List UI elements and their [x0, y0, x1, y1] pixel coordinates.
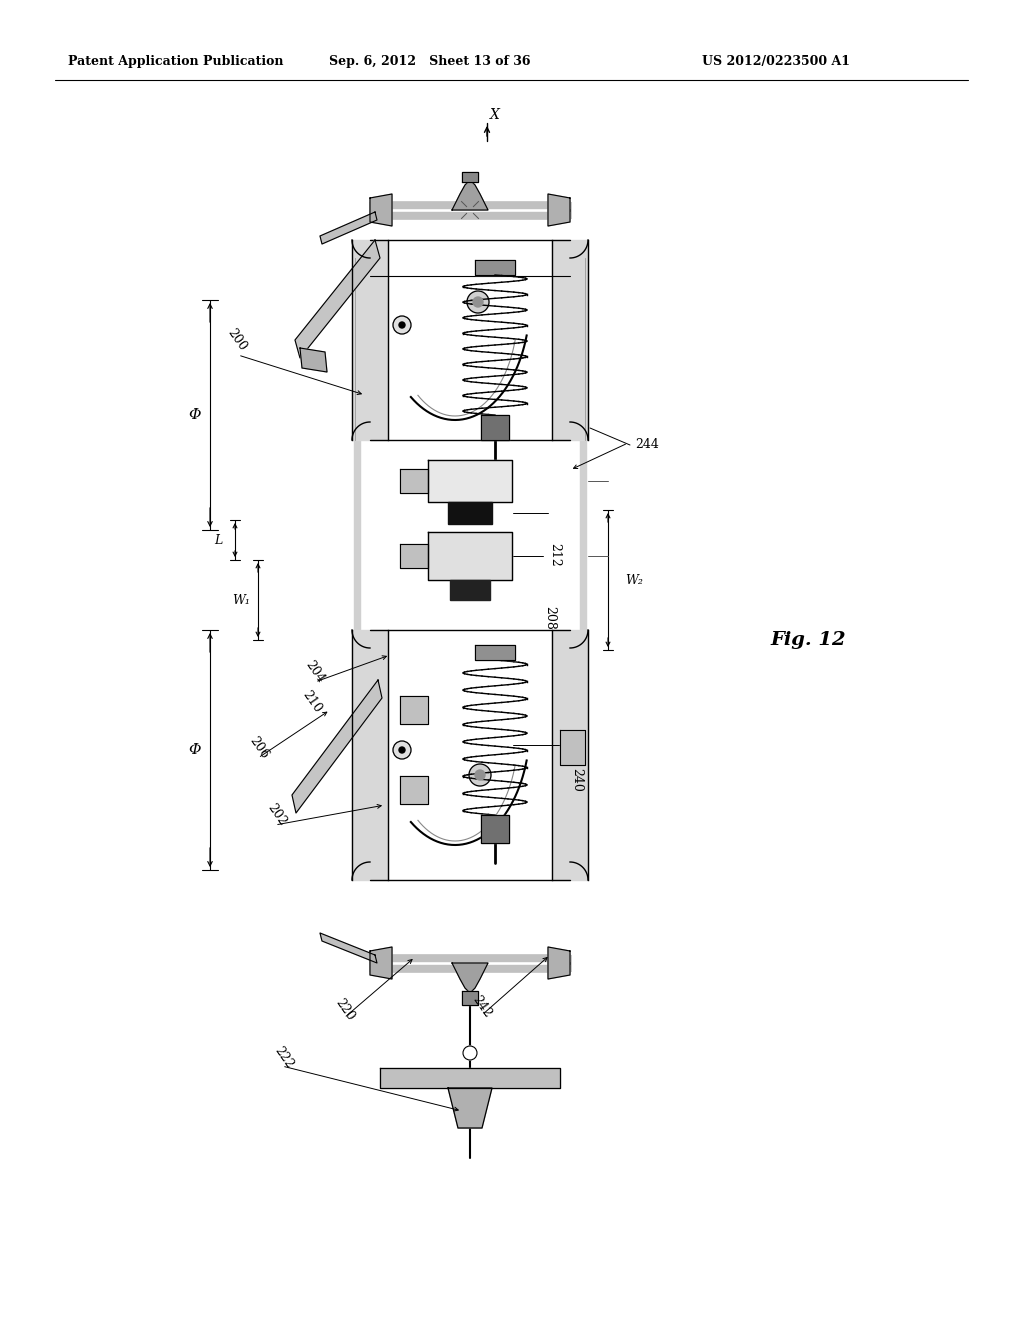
Polygon shape: [462, 991, 478, 1005]
Circle shape: [475, 770, 485, 780]
Text: 240: 240: [570, 768, 583, 792]
Polygon shape: [370, 213, 570, 218]
Polygon shape: [450, 579, 490, 601]
Polygon shape: [300, 348, 327, 372]
Text: 204: 204: [303, 659, 328, 685]
Polygon shape: [481, 814, 509, 843]
Text: 200: 200: [225, 326, 249, 354]
Text: Sep. 6, 2012   Sheet 13 of 36: Sep. 6, 2012 Sheet 13 of 36: [330, 55, 530, 69]
Polygon shape: [481, 414, 509, 440]
Polygon shape: [428, 532, 512, 579]
Text: Fig. 12: Fig. 12: [770, 631, 846, 649]
Text: W₂: W₂: [625, 573, 643, 586]
Polygon shape: [370, 946, 392, 979]
Circle shape: [467, 290, 489, 313]
Circle shape: [473, 297, 483, 308]
Text: 206: 206: [247, 734, 271, 762]
Text: 210: 210: [300, 689, 325, 715]
Polygon shape: [319, 933, 377, 964]
Circle shape: [393, 315, 411, 334]
Text: 212: 212: [548, 543, 561, 566]
Circle shape: [399, 322, 406, 327]
Text: 202: 202: [265, 801, 289, 829]
Text: 244: 244: [635, 438, 658, 451]
Polygon shape: [380, 1068, 560, 1088]
Polygon shape: [449, 1088, 492, 1129]
Polygon shape: [352, 240, 388, 440]
Polygon shape: [400, 544, 428, 568]
Polygon shape: [370, 202, 570, 209]
Circle shape: [463, 1045, 477, 1060]
Polygon shape: [475, 645, 515, 660]
Polygon shape: [449, 502, 492, 524]
Polygon shape: [354, 440, 360, 630]
Polygon shape: [400, 776, 428, 804]
Polygon shape: [552, 630, 588, 880]
Polygon shape: [580, 440, 586, 630]
Circle shape: [469, 764, 490, 785]
Polygon shape: [560, 730, 585, 766]
Polygon shape: [352, 630, 388, 880]
Circle shape: [399, 747, 406, 752]
Polygon shape: [319, 213, 377, 244]
Polygon shape: [292, 680, 382, 813]
Polygon shape: [552, 240, 588, 440]
Polygon shape: [548, 946, 570, 979]
Circle shape: [393, 741, 411, 759]
Polygon shape: [400, 469, 428, 492]
Polygon shape: [295, 240, 380, 358]
Text: 222: 222: [272, 1044, 296, 1072]
Text: L: L: [214, 533, 222, 546]
Polygon shape: [370, 194, 392, 226]
Text: X: X: [490, 108, 500, 121]
Text: W₁: W₁: [232, 594, 250, 606]
Polygon shape: [428, 459, 512, 502]
Text: 242: 242: [470, 994, 495, 1020]
Polygon shape: [452, 964, 488, 993]
Polygon shape: [475, 260, 515, 275]
Text: 208: 208: [543, 606, 556, 630]
Polygon shape: [370, 965, 570, 972]
Text: 220: 220: [333, 997, 357, 1023]
Polygon shape: [462, 172, 478, 182]
Text: Φ: Φ: [188, 743, 202, 756]
Text: Patent Application Publication: Patent Application Publication: [68, 55, 284, 69]
Text: US 2012/0223500 A1: US 2012/0223500 A1: [702, 55, 850, 69]
Polygon shape: [452, 180, 488, 210]
Polygon shape: [400, 696, 428, 723]
Polygon shape: [548, 194, 570, 226]
Polygon shape: [370, 954, 570, 961]
Text: Φ: Φ: [188, 408, 202, 422]
